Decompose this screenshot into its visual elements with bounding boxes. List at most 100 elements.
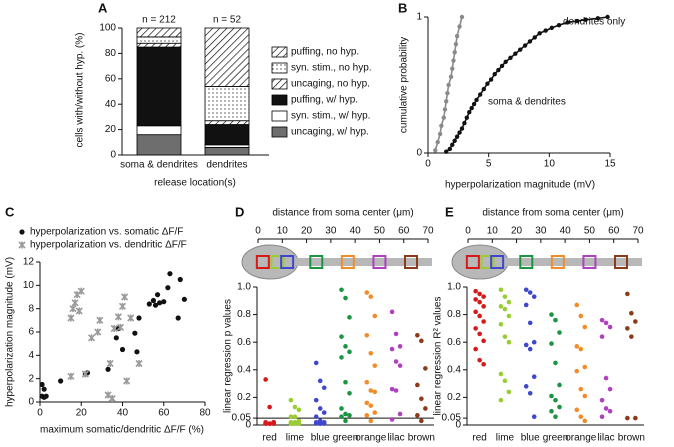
point — [477, 92, 483, 97]
x-tick-label: blue — [311, 433, 330, 444]
point — [574, 302, 580, 308]
legend-label: puffing, w/ hyp. — [291, 95, 358, 106]
x-tick-label: 20 — [301, 226, 313, 237]
point — [106, 359, 114, 368]
point — [503, 59, 508, 65]
bar-segment — [136, 42, 182, 48]
x-tick-label: 0 — [465, 226, 471, 237]
y-tick-label: 60 — [105, 73, 117, 84]
x-tick-label: lime — [496, 433, 515, 444]
point — [181, 296, 187, 302]
y-axis-label: hyperpolarization magnitude (mV) — [5, 257, 16, 407]
point — [165, 285, 171, 291]
y-tick-label: 80 — [105, 48, 117, 59]
site-marker — [255, 255, 270, 269]
point — [578, 346, 584, 352]
point — [582, 364, 588, 370]
point — [595, 16, 601, 21]
y-tick-label: 0.05 — [442, 413, 462, 424]
point — [599, 317, 605, 323]
site-marker — [372, 255, 387, 269]
bar-segment — [136, 27, 182, 38]
point — [583, 17, 588, 22]
x-tick-label: green — [543, 433, 569, 444]
point — [549, 312, 554, 317]
y-tick-label: 0.8 — [237, 309, 251, 320]
point — [473, 288, 478, 294]
x-tick-label: 80 — [199, 408, 211, 419]
point — [477, 357, 482, 363]
point — [457, 24, 462, 29]
point — [473, 326, 478, 331]
y-tick-label: 0.6 — [447, 337, 461, 348]
dendrite — [296, 258, 432, 266]
bar-segment — [136, 134, 182, 156]
legend-swatch — [271, 110, 288, 122]
x-tick-label: 5 — [486, 159, 492, 170]
x-tick-label: blue — [521, 433, 540, 444]
point — [119, 346, 126, 353]
point — [343, 295, 348, 301]
point — [506, 313, 512, 319]
x-tick-label: 70 — [422, 226, 434, 237]
point — [339, 287, 344, 293]
point — [498, 304, 504, 309]
point — [522, 43, 528, 48]
point — [389, 309, 395, 315]
point — [347, 390, 352, 396]
point — [633, 415, 638, 421]
point — [43, 393, 49, 399]
point — [81, 370, 89, 378]
point — [136, 315, 142, 321]
point — [629, 334, 634, 339]
x-tick-label: 40 — [350, 226, 362, 237]
legend-swatch — [271, 78, 288, 90]
point — [485, 81, 490, 86]
point — [317, 378, 323, 384]
point — [523, 302, 529, 308]
y-tick-label: 1.0 — [237, 282, 251, 293]
point — [389, 417, 395, 422]
point — [448, 74, 454, 80]
point — [77, 287, 85, 295]
x-tick-label: 50 — [584, 226, 596, 237]
point — [477, 331, 482, 337]
y-tick-label: 0 — [416, 148, 422, 159]
y-tick-label: 0.2 — [237, 392, 251, 403]
x-tick-label: 0 — [425, 159, 431, 170]
point — [96, 316, 104, 324]
x-tick-label: orange — [565, 433, 597, 444]
point — [288, 397, 294, 403]
legend-swatch — [271, 126, 288, 138]
x-tick-label: 60 — [398, 226, 410, 237]
legend-swatch — [271, 62, 288, 74]
point — [607, 386, 613, 392]
point — [582, 324, 588, 330]
point — [477, 291, 482, 297]
y-tick-label: 0.2 — [447, 392, 461, 403]
y-tick-label: 40 — [105, 99, 117, 110]
point — [267, 421, 272, 426]
point — [506, 389, 512, 395]
point — [105, 366, 111, 372]
point — [506, 299, 512, 305]
point — [454, 33, 460, 39]
legend-marker — [18, 241, 26, 249]
point — [368, 418, 374, 424]
point — [498, 397, 504, 403]
point — [531, 374, 537, 380]
legend-label: uncaging, w/ hyp. — [291, 127, 369, 138]
point — [347, 315, 352, 320]
point — [94, 328, 102, 336]
point — [462, 120, 467, 126]
point — [543, 28, 548, 33]
line — [445, 16, 608, 153]
point — [67, 314, 75, 322]
point — [473, 346, 478, 352]
point — [459, 14, 465, 20]
x-tick-label: 20 — [511, 226, 523, 237]
y-axis-label: linear regression p values — [223, 299, 234, 413]
point — [582, 393, 588, 399]
top-axis-label: distance from soma center (μm) — [482, 208, 623, 219]
y-tick-label: 12 — [23, 257, 35, 268]
